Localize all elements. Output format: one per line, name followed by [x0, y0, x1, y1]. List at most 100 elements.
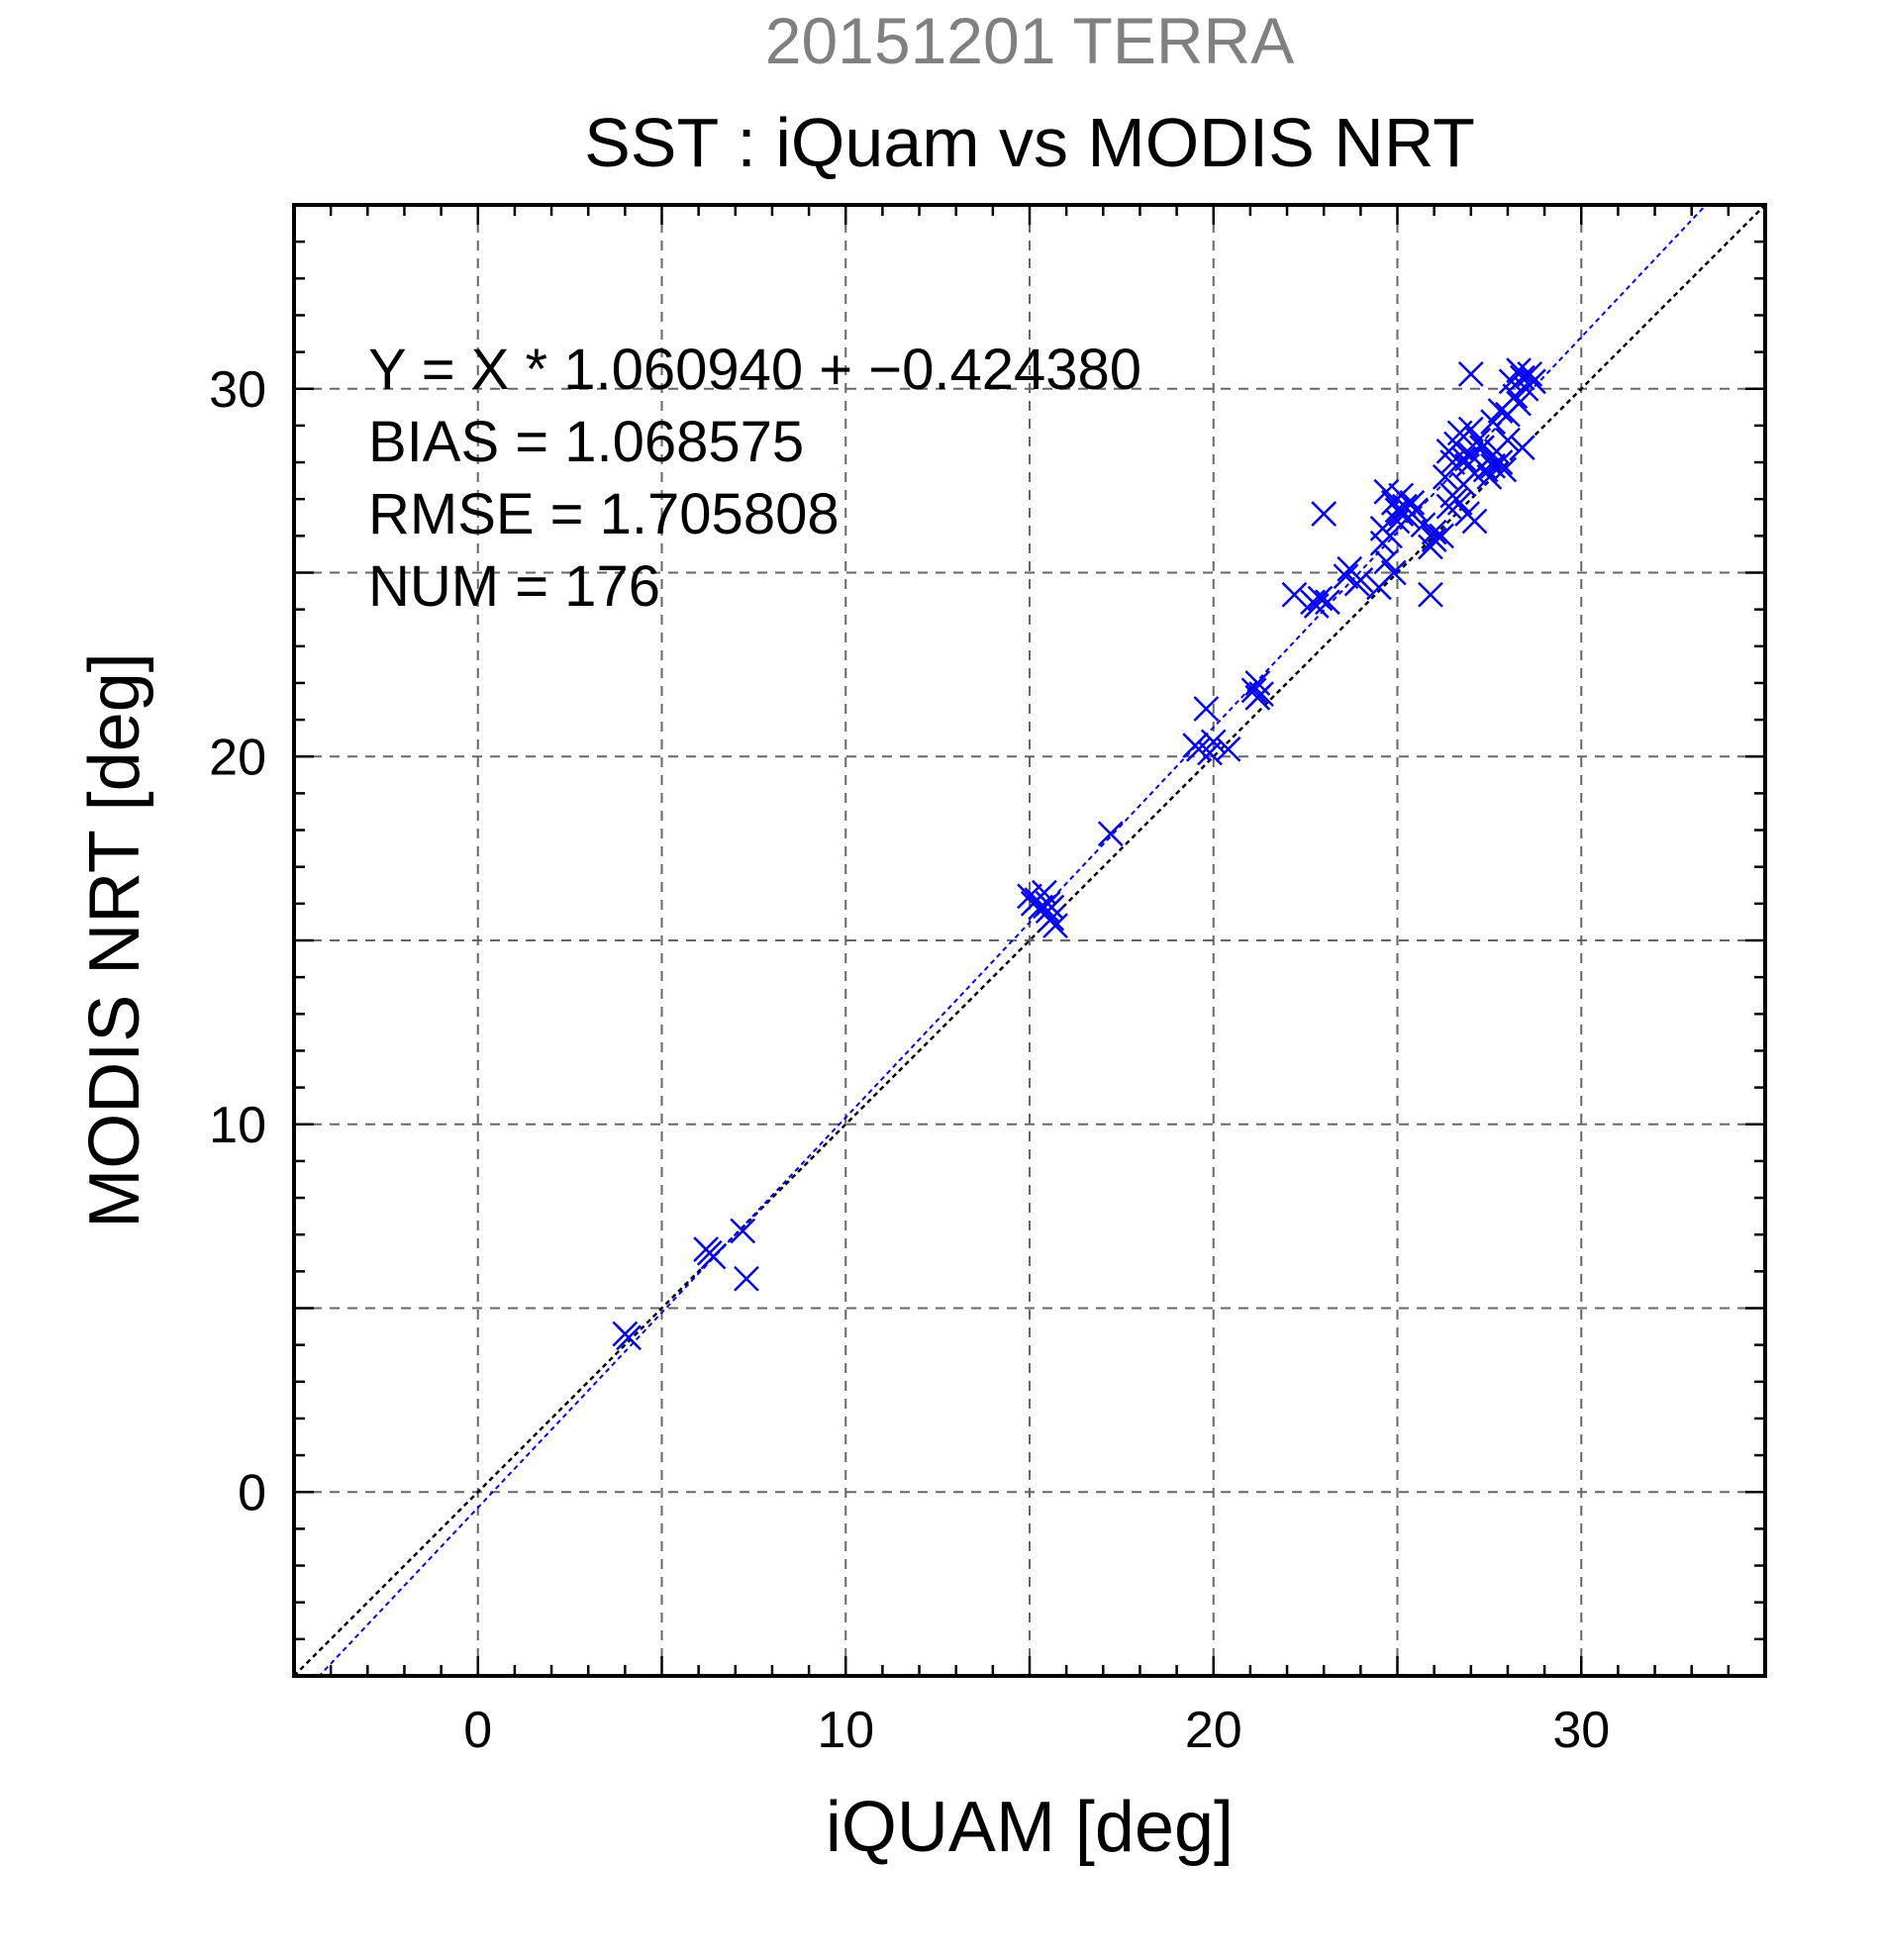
- data-point-stroke: [1457, 361, 1484, 387]
- x-tick-label: 0: [463, 1702, 492, 1759]
- grid-lines: [294, 205, 1765, 1676]
- data-point: [1410, 512, 1436, 539]
- data-point-stroke: [1403, 497, 1429, 524]
- y-axis-label: MODIS NRT [deg]: [75, 652, 154, 1228]
- data-point-stroke: [730, 1218, 756, 1244]
- data-point-stroke: [1487, 449, 1514, 475]
- data-point-stroke: [1517, 361, 1543, 387]
- data-point-stroke: [700, 1243, 727, 1270]
- data-point: [616, 1324, 642, 1351]
- data-point-stroke: [1315, 589, 1340, 616]
- stats-box: Y = X * 1.060940 + −0.424380 BIAS = 1.06…: [368, 338, 1141, 619]
- data-point-stroke: [1392, 493, 1418, 520]
- data-point-stroke: [1461, 508, 1488, 535]
- reference-lines: [294, 205, 1765, 1676]
- y-tick-labels: 0 10 20 30: [209, 361, 266, 1522]
- data-point: [1380, 559, 1407, 586]
- data-point: [1480, 409, 1506, 436]
- data-point-stroke: [1506, 357, 1532, 384]
- data-point-stroke: [1388, 482, 1415, 509]
- regression-equation: Y = X * 1.060940 + −0.424380: [368, 338, 1141, 402]
- data-point: [1311, 501, 1337, 527]
- x-axis-label: iQUAM [deg]: [826, 1788, 1234, 1867]
- data-point: [1403, 497, 1429, 524]
- data-point-stroke: [1373, 548, 1400, 575]
- data-point-stroke: [1311, 501, 1337, 527]
- data-point-stroke: [1418, 581, 1443, 608]
- data-point-stroke: [1380, 559, 1407, 586]
- data-points: [612, 357, 1546, 1351]
- chart-title: SST : iQuam vs MODIS NRT: [584, 104, 1475, 181]
- x-tick-label: 10: [817, 1702, 874, 1759]
- data-point-stroke: [1502, 383, 1529, 410]
- data-point: [1215, 735, 1241, 762]
- chart-date-title: 20151201 TERRA: [765, 4, 1294, 77]
- data-point: [1315, 589, 1340, 616]
- data-point: [1244, 684, 1271, 711]
- data-point-stroke: [1450, 445, 1477, 472]
- data-point-stroke: [616, 1324, 642, 1351]
- data-point: [1193, 696, 1220, 722]
- data-point: [1495, 427, 1521, 453]
- data-point: [1491, 456, 1518, 483]
- data-point: [1240, 677, 1267, 704]
- data-point: [1039, 905, 1065, 931]
- data-point-stroke: [1495, 427, 1521, 453]
- regression-line: [318, 205, 1708, 1676]
- num-stat: NUM = 176: [368, 554, 660, 619]
- data-point-stroke: [1421, 527, 1447, 552]
- x-tick-label: 20: [1185, 1702, 1242, 1759]
- data-point: [1200, 729, 1227, 755]
- data-point-stroke: [1215, 735, 1241, 762]
- data-point-stroke: [1347, 567, 1374, 593]
- bias-stat: BIAS = 1.068575: [368, 410, 804, 474]
- data-point: [1373, 548, 1400, 575]
- data-point: [1502, 383, 1529, 410]
- data-point-stroke: [1373, 478, 1400, 505]
- data-point: [1450, 445, 1477, 472]
- data-point-stroke: [1421, 519, 1447, 545]
- data-point: [1469, 435, 1495, 461]
- data-point-stroke: [1193, 696, 1220, 722]
- data-point-stroke: [1244, 684, 1271, 711]
- data-point-stroke: [1186, 735, 1212, 762]
- data-point: [1506, 390, 1532, 417]
- data-point: [1281, 581, 1308, 608]
- data-point: [1509, 435, 1535, 461]
- data-point-stroke: [1457, 416, 1484, 442]
- data-point-stroke: [1446, 490, 1473, 516]
- data-point: [1461, 508, 1488, 535]
- data-point-stroke: [734, 1265, 759, 1292]
- data-point: [1487, 449, 1514, 475]
- y-tick-label: 0: [238, 1464, 266, 1521]
- data-point: [1421, 519, 1447, 545]
- data-point-stroke: [1200, 729, 1227, 755]
- y-tick-label: 30: [209, 361, 266, 419]
- plot-frame: [292, 203, 1767, 1678]
- data-point: [734, 1265, 759, 1292]
- data-point: [1429, 523, 1454, 549]
- data-point-stroke: [1399, 490, 1426, 516]
- data-point: [700, 1243, 727, 1270]
- data-point: [1457, 361, 1484, 387]
- data-point: [1333, 563, 1359, 590]
- data-point-stroke: [1509, 364, 1535, 391]
- data-point-stroke: [1042, 913, 1068, 939]
- data-point: [1347, 567, 1374, 593]
- data-point-stroke: [1509, 435, 1535, 461]
- data-point: [1307, 585, 1334, 612]
- data-point-stroke: [1521, 368, 1546, 395]
- data-point-stroke: [1506, 390, 1532, 417]
- data-point: [730, 1218, 756, 1244]
- data-point: [1418, 581, 1443, 608]
- data-point-stroke: [1480, 409, 1506, 436]
- y-tick-label: 10: [209, 1097, 266, 1154]
- data-point: [1373, 478, 1400, 505]
- data-point-stroke: [1039, 905, 1065, 931]
- data-point-stroke: [1240, 677, 1267, 704]
- data-point-stroke: [1491, 456, 1518, 483]
- data-point: [1421, 527, 1447, 552]
- data-point-stroke: [1480, 452, 1506, 479]
- data-point-stroke: [1281, 581, 1308, 608]
